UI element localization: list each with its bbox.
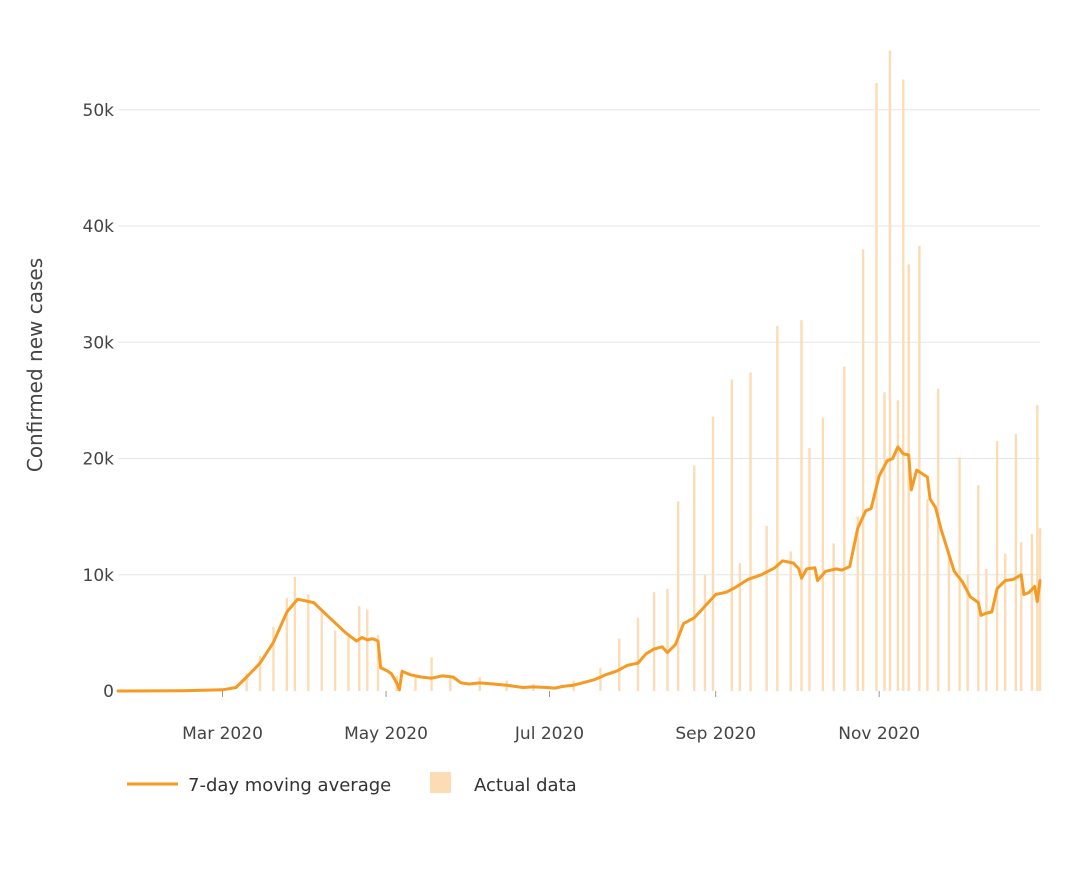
- actual-data-bar: [618, 638, 621, 691]
- actual-data-bar: [414, 677, 417, 691]
- actual-data-bar: [883, 392, 886, 691]
- actual-data-bar: [347, 635, 350, 691]
- x-tick-label: Sep 2020: [675, 724, 756, 744]
- actual-data-bar: [947, 550, 951, 691]
- y-tick-label: 30k: [83, 333, 115, 353]
- actual-data-bar: [676, 501, 680, 691]
- actual-data-bar: [599, 667, 602, 691]
- actual-data-bars: [245, 50, 1042, 691]
- actual-data-bar: [711, 416, 715, 691]
- actual-data-bar: [703, 574, 707, 691]
- actual-data-bar: [376, 635, 380, 691]
- moving-average-line: [116, 445, 1042, 693]
- actual-data-bar: [258, 656, 262, 691]
- actual-data-bar: [958, 457, 961, 691]
- actual-data-bar: [449, 675, 452, 691]
- actual-data-bar: [1038, 528, 1042, 691]
- actual-data-bar: [985, 568, 988, 691]
- actual-data-bar: [1003, 553, 1007, 691]
- actual-data-bar: [749, 372, 752, 691]
- actual-data-bar: [936, 388, 940, 691]
- actual-data-bar: [366, 609, 369, 691]
- y-axis-label: Confirmed new cases: [23, 258, 47, 472]
- legend-label-moving-average: 7-day moving average: [188, 775, 391, 796]
- actual-data-bar: [245, 673, 248, 691]
- actual-data-bar: [843, 366, 846, 691]
- actual-data-bar: [765, 525, 768, 691]
- actual-data-bar: [652, 592, 656, 691]
- actual-data-bar: [1020, 542, 1023, 691]
- y-tick-label: 40k: [83, 217, 115, 237]
- actual-data-bar: [918, 245, 921, 691]
- actual-data-bar: [1036, 405, 1039, 691]
- actual-data-bar: [666, 588, 669, 691]
- actual-data-bar: [1014, 434, 1018, 691]
- actual-data-bar: [977, 485, 980, 691]
- actual-data-bar: [430, 657, 433, 691]
- legend-item-actual-data[interactable]: Actual data: [430, 772, 577, 796]
- actual-data-bar: [285, 598, 289, 691]
- x-tick-label: Mar 2020: [182, 724, 263, 744]
- x-tick-label: Nov 2020: [838, 724, 920, 744]
- legend-box-symbol: [430, 772, 451, 793]
- actual-data-bar: [832, 543, 835, 691]
- y-tick-label: 0: [103, 682, 114, 702]
- actual-data-bar: [693, 465, 696, 691]
- actual-data-bar: [821, 417, 825, 691]
- actual-data-bar: [272, 627, 275, 691]
- y-gridlines: [118, 109, 1040, 576]
- actual-data-bar: [856, 516, 859, 691]
- legend-item-moving-average[interactable]: 7-day moving average: [127, 775, 391, 796]
- y-tick-label: 50k: [83, 101, 115, 121]
- actual-data-bar: [926, 499, 929, 691]
- actual-data-bar: [966, 574, 969, 691]
- actual-data-bar: [1030, 534, 1034, 691]
- actual-data-bar: [861, 249, 865, 691]
- actual-data-bar: [730, 379, 733, 691]
- actual-data-bar: [875, 83, 878, 691]
- x-tick-label: Jul 2020: [514, 724, 584, 744]
- y-tick-label: 10k: [83, 566, 115, 586]
- actual-data-bar: [907, 264, 910, 691]
- legend: 7-day moving average Actual data: [127, 772, 577, 796]
- legend-label-actual-data: Actual data: [474, 775, 577, 796]
- actual-data-bar: [888, 50, 892, 691]
- actual-data-bar: [995, 441, 999, 691]
- actual-data-bar: [902, 79, 905, 691]
- y-tick-label: 20k: [83, 450, 115, 470]
- actual-data-bar: [358, 606, 361, 691]
- actual-data-bar: [738, 563, 742, 691]
- actual-data-bar: [896, 400, 900, 691]
- actual-data-bar: [800, 320, 803, 691]
- actual-data-bar: [636, 617, 640, 691]
- x-tick-label: May 2020: [344, 724, 428, 744]
- y-axis-ticks: 0 10k 20k 30k 40k 50k: [83, 101, 115, 702]
- actual-data-bar: [776, 325, 779, 691]
- actual-data-bar: [293, 577, 297, 691]
- actual-data-bar: [307, 594, 310, 691]
- actual-data-bar: [333, 630, 337, 691]
- actual-data-bar: [320, 610, 323, 691]
- x-axis-ticks: Mar 2020 May 2020 Jul 2020 Sep 2020 Nov 2020: [182, 691, 920, 744]
- actual-data-bar: [789, 551, 792, 691]
